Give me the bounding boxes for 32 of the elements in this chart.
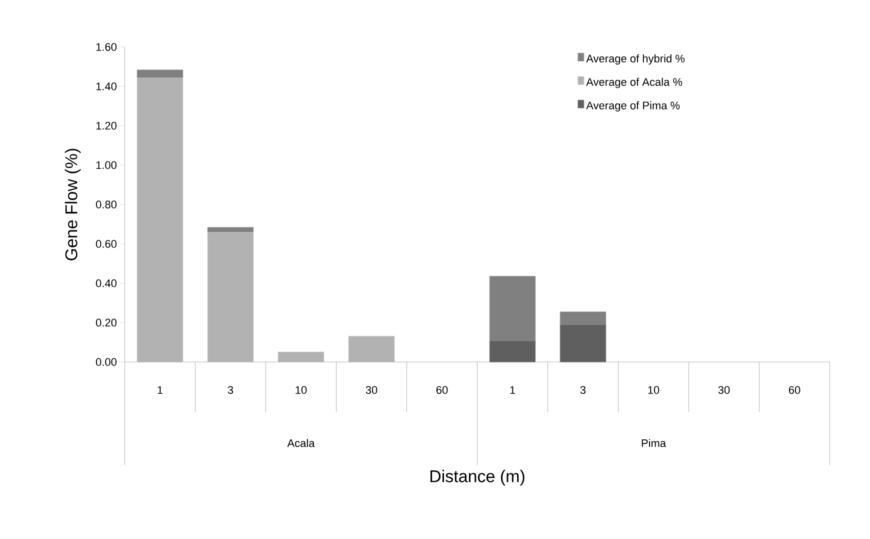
bar: [136, 70, 184, 78]
x-tick-label: 3: [580, 386, 586, 394]
y-tick-label: 1.40: [96, 82, 117, 90]
x-axis-title: Distance (m): [430, 470, 524, 486]
bar: [136, 78, 184, 362]
legend-label: Average of hybrid %: [586, 54, 685, 65]
x-tick-label: 60: [788, 386, 800, 394]
y-tick-label: 1.20: [96, 122, 117, 130]
text: Pima: [642, 438, 666, 448]
x-tick-label: 30: [366, 386, 378, 394]
y-tick-label: 0.40: [96, 279, 117, 288]
x-tick-label: 30: [718, 386, 730, 394]
y-tick-label: 0.20: [96, 318, 117, 327]
bar: [278, 352, 324, 362]
y-axis-title: Gene Flow (%): [64, 148, 81, 260]
x-tick-label: 10: [648, 386, 660, 394]
y-tick-label: 0.00: [96, 358, 117, 366]
y-tick-label: 0.80: [96, 200, 117, 208]
x-tick-label: 1: [510, 386, 516, 394]
text: Acala: [287, 438, 315, 448]
x-tick-label: 10: [296, 386, 307, 394]
legend-label: Average of Acala %: [586, 78, 682, 88]
y-tick-label: 0.60: [96, 240, 117, 248]
x-tick-label: 3: [228, 386, 234, 394]
y-tick-label: 1.00: [96, 161, 117, 170]
x-tick-label: 1: [158, 386, 163, 394]
y-tick-label: 1.60: [96, 43, 117, 51]
legend-label: Average of Pima %: [586, 101, 680, 112]
bar: [348, 336, 395, 362]
bar: [207, 227, 254, 232]
bar: [207, 232, 254, 362]
x-tick-label: 60: [436, 386, 448, 394]
